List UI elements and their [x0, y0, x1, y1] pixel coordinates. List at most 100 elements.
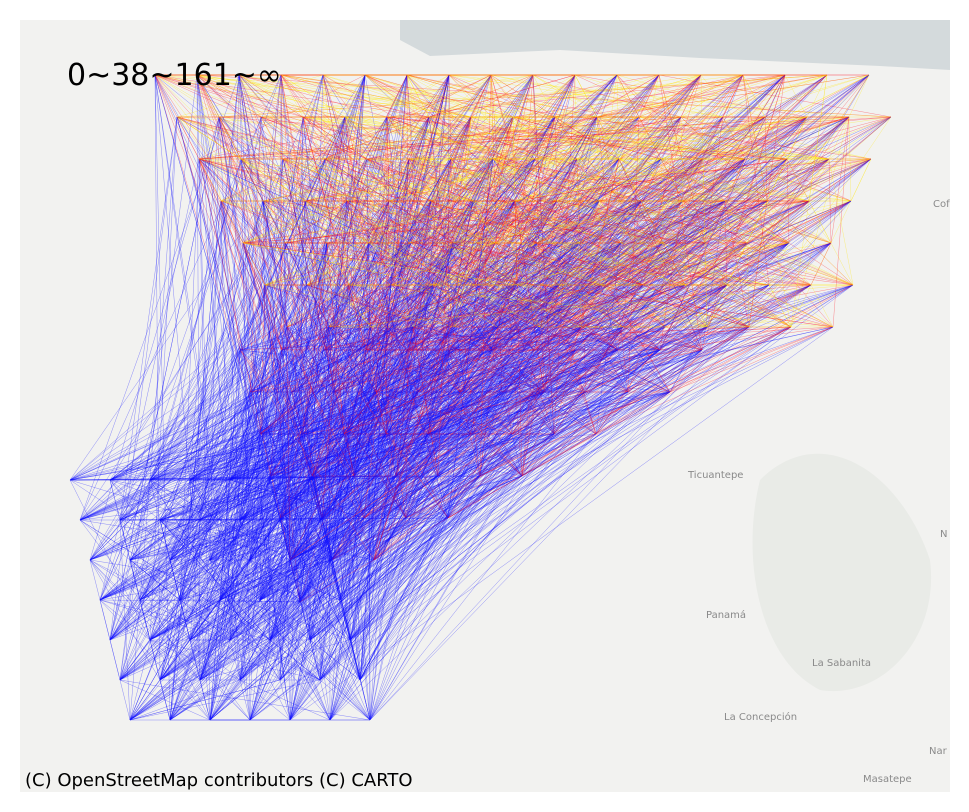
edge	[259, 242, 286, 435]
edge	[536, 200, 642, 244]
edge	[616, 74, 766, 118]
edge	[359, 158, 410, 681]
edge	[722, 74, 744, 118]
edge	[154, 74, 346, 118]
edge	[375, 349, 577, 393]
edge	[129, 349, 283, 561]
edge	[189, 559, 333, 641]
edge	[490, 74, 708, 328]
edge	[369, 200, 600, 721]
edge	[229, 74, 240, 481]
edge	[309, 479, 351, 641]
edge	[229, 433, 303, 641]
edge	[149, 599, 221, 641]
edge	[239, 391, 545, 681]
edge	[269, 639, 281, 681]
edge	[89, 158, 788, 561]
edge	[239, 200, 726, 351]
edge	[209, 517, 449, 561]
edge	[323, 242, 370, 351]
edge	[264, 200, 684, 286]
edge	[219, 74, 744, 601]
edge	[282, 158, 535, 351]
edge	[301, 116, 346, 435]
edge	[196, 74, 619, 351]
edge	[279, 391, 503, 681]
edge	[139, 158, 494, 601]
edge	[306, 158, 494, 286]
edge	[209, 559, 261, 601]
edge	[229, 158, 284, 641]
edge	[109, 242, 748, 641]
edge	[264, 284, 291, 561]
edge	[69, 475, 439, 481]
edge	[239, 349, 523, 477]
edge	[149, 433, 303, 641]
edge	[304, 158, 872, 202]
edge	[269, 433, 429, 641]
edge	[281, 116, 808, 351]
edge	[437, 242, 622, 477]
edge	[209, 116, 682, 721]
edge	[279, 475, 481, 681]
edge	[339, 116, 598, 601]
edge	[280, 74, 291, 561]
edge	[662, 200, 726, 244]
edge	[375, 326, 582, 393]
edge	[169, 475, 355, 561]
edge	[209, 433, 387, 721]
edge	[229, 391, 377, 641]
edge	[585, 158, 746, 393]
edge	[129, 326, 750, 561]
edge	[299, 242, 328, 603]
edge	[109, 116, 178, 641]
edge	[479, 158, 872, 477]
edge	[242, 242, 251, 721]
edge	[109, 479, 281, 681]
edge	[309, 349, 661, 641]
edge	[427, 116, 514, 435]
edge	[239, 284, 266, 521]
edge	[323, 158, 620, 351]
edge	[119, 158, 746, 681]
edge	[388, 158, 578, 202]
edge	[279, 200, 306, 681]
edge	[229, 242, 412, 481]
edge	[726, 158, 830, 286]
edge	[199, 349, 325, 681]
edge	[269, 158, 494, 641]
edge	[284, 242, 407, 519]
edge	[269, 349, 451, 641]
edge	[169, 326, 624, 561]
edge	[149, 116, 430, 641]
edge	[407, 116, 808, 351]
edge	[291, 391, 355, 477]
edge	[574, 74, 598, 118]
edge	[259, 116, 598, 601]
edge	[169, 284, 434, 721]
edge	[299, 475, 397, 601]
edge	[474, 116, 514, 286]
edge	[406, 74, 598, 118]
edge	[149, 284, 686, 641]
edge	[385, 284, 560, 435]
edge	[129, 74, 450, 561]
edge	[448, 74, 708, 328]
edge	[302, 116, 454, 244]
edge	[169, 74, 240, 721]
edge	[109, 74, 492, 641]
edge	[282, 116, 724, 160]
edge	[532, 74, 830, 160]
edge	[492, 158, 664, 244]
edge	[532, 74, 832, 244]
edge	[99, 519, 201, 601]
edge	[159, 519, 375, 561]
edge	[259, 158, 368, 435]
edge	[199, 74, 450, 681]
edge	[742, 74, 792, 328]
edge	[219, 74, 534, 601]
edge	[491, 74, 660, 351]
edge	[280, 74, 335, 393]
edge	[309, 74, 450, 641]
edge	[359, 326, 414, 681]
